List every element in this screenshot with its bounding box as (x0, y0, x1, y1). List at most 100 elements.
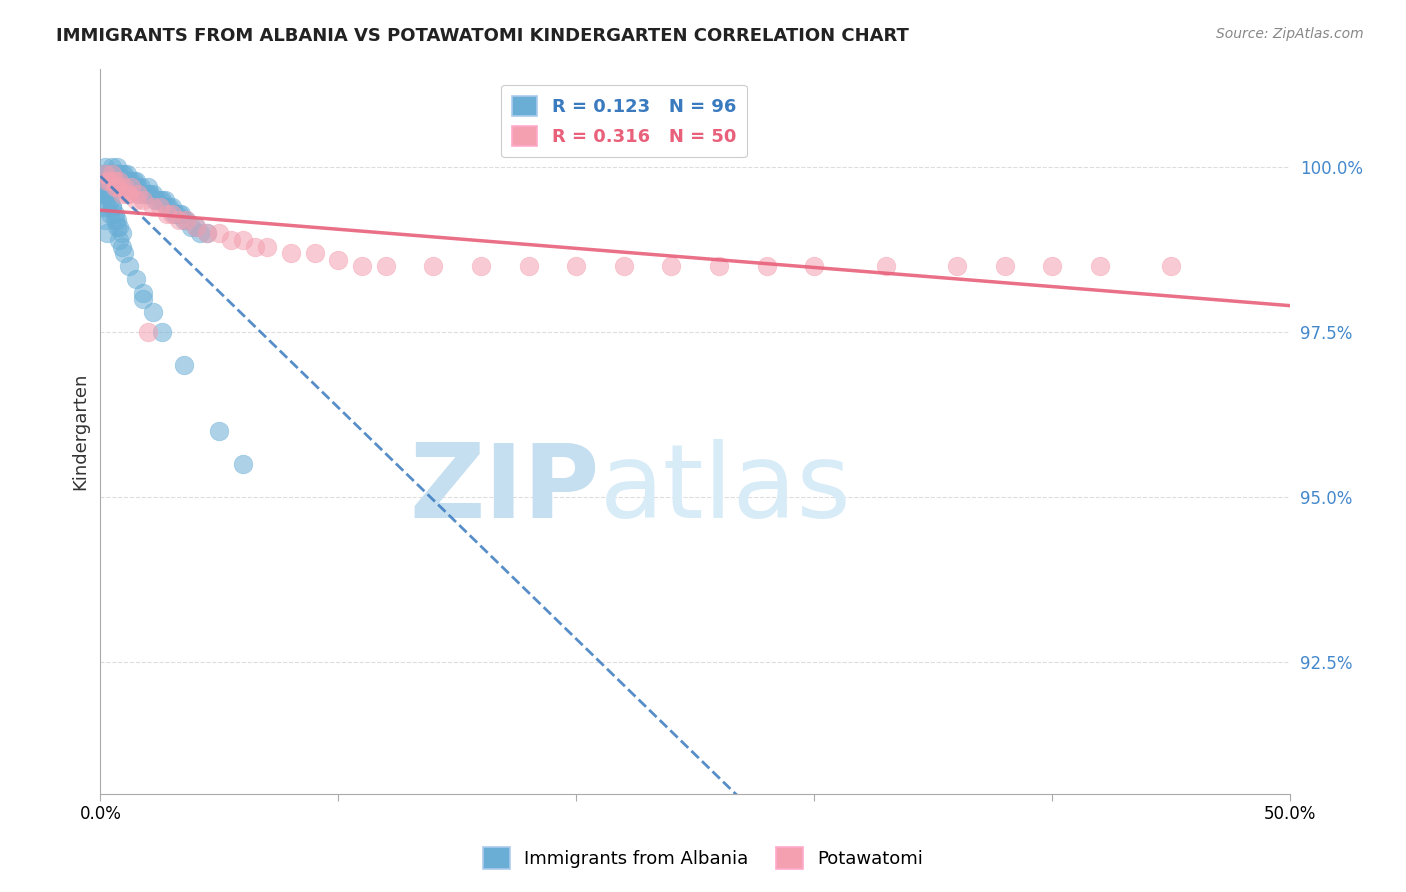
Point (132, 292, 155, 306)
Point (136, 325, 159, 339)
Point (101, 161, 124, 175)
Point (98, 186, 121, 201)
Point (142, 305, 165, 319)
Point (120, 180, 142, 194)
Point (167, 213, 190, 227)
Point (105, 213, 128, 227)
Point (115, 173, 138, 187)
Point (803, 260, 825, 274)
Point (94, 213, 117, 227)
Point (470, 260, 492, 274)
Point (132, 186, 155, 201)
Point (125, 194, 148, 208)
Point (184, 219, 207, 234)
Point (108, 173, 131, 187)
Point (111, 186, 134, 201)
Point (98, 167, 121, 181)
Text: atlas: atlas (600, 439, 852, 540)
Text: Source: ZipAtlas.com: Source: ZipAtlas.com (1216, 27, 1364, 41)
Point (105, 180, 128, 194)
Point (118, 186, 141, 201)
Point (91, 200, 114, 214)
Point (173, 213, 195, 227)
Point (139, 186, 162, 201)
Point (352, 260, 374, 274)
Point (94, 186, 117, 201)
Point (129, 180, 152, 194)
Point (243, 239, 266, 253)
Point (115, 186, 138, 201)
Point (101, 167, 124, 181)
Point (98, 206, 121, 220)
Point (163, 206, 186, 220)
Point (208, 424, 231, 438)
Point (188, 227, 211, 241)
Text: IMMIGRANTS FROM ALBANIA VS POTAWATOMI KINDERGARTEN CORRELATION CHART: IMMIGRANTS FROM ALBANIA VS POTAWATOMI KI… (56, 27, 910, 45)
Point (127, 180, 149, 194)
Point (108, 219, 131, 234)
Point (1088, 260, 1111, 274)
Point (94, 186, 117, 201)
Point (96, 173, 118, 187)
Point (105, 219, 128, 234)
Point (104, 167, 127, 181)
Point (142, 186, 165, 201)
Point (94, 167, 117, 181)
Point (374, 260, 396, 274)
Point (160, 206, 183, 220)
Point (115, 167, 138, 181)
Point (197, 227, 219, 241)
Point (125, 272, 148, 286)
Point (120, 180, 142, 194)
Point (112, 180, 135, 194)
Point (184, 219, 207, 234)
Point (166, 206, 188, 220)
Point (135, 186, 157, 201)
Point (174, 213, 197, 227)
Point (115, 180, 138, 194)
Point (112, 173, 135, 187)
Point (125, 180, 148, 194)
Point (108, 167, 131, 181)
Point (136, 186, 159, 201)
Point (118, 180, 141, 194)
Point (1160, 260, 1182, 274)
Y-axis label: Kindergarten: Kindergarten (72, 372, 89, 490)
Point (104, 180, 127, 194)
Point (613, 260, 636, 274)
Point (232, 457, 254, 471)
Point (174, 213, 197, 227)
Point (875, 260, 897, 274)
Point (94, 180, 117, 194)
Point (105, 167, 128, 181)
Point (127, 186, 149, 201)
Point (96, 180, 118, 194)
Point (122, 173, 145, 187)
Point (104, 173, 127, 187)
Point (125, 173, 148, 187)
Point (118, 260, 141, 274)
Point (256, 239, 278, 253)
Point (105, 161, 128, 175)
Point (136, 180, 159, 194)
Point (280, 246, 302, 260)
Point (232, 233, 254, 247)
Point (150, 325, 173, 339)
Point (565, 260, 588, 274)
Point (94, 161, 117, 175)
Point (101, 200, 124, 214)
Point (153, 194, 176, 208)
Point (108, 173, 131, 187)
Point (118, 173, 141, 187)
Point (101, 173, 124, 187)
Point (91, 186, 114, 201)
Legend: R = 0.123   N = 96, R = 0.316   N = 50: R = 0.123 N = 96, R = 0.316 N = 50 (501, 85, 747, 157)
Point (108, 233, 131, 247)
Point (132, 285, 155, 300)
Point (96, 200, 118, 214)
Point (104, 206, 127, 220)
Point (219, 233, 242, 247)
Point (91, 167, 114, 181)
Point (96, 227, 118, 241)
Point (1040, 260, 1063, 274)
